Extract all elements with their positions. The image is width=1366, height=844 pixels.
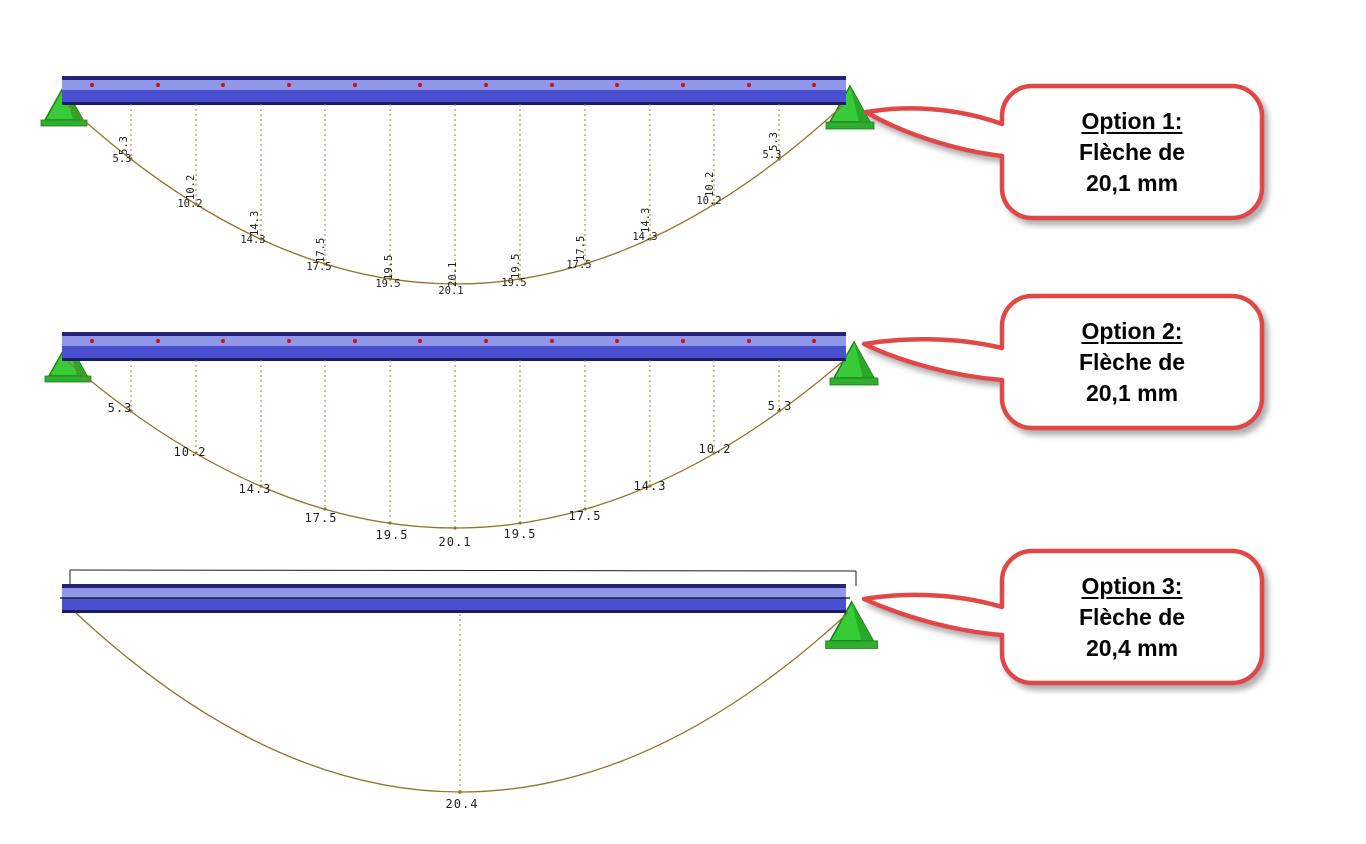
callout-value: 20,1 mm: [1085, 379, 1179, 406]
deflection-label: 17.5: [569, 509, 602, 523]
node-projection-lines: [130, 360, 780, 525]
callout-value: 20,1 mm: [1085, 169, 1179, 196]
beam: [62, 76, 846, 105]
deflection-label: 5.3: [113, 153, 132, 165]
callout-title: Option 3:: [1081, 572, 1183, 599]
node-projection-lines: [130, 104, 780, 281]
deflection-labels: 5.3 10.2 14.3 17.5 19.5 20.1 19.5 17.5 1…: [108, 399, 793, 549]
curve-node-markers: [129, 409, 781, 530]
curve-node-markers: [129, 157, 781, 286]
callout-value: 20,4 mm: [1085, 634, 1179, 661]
deflection-label: 20.4: [446, 797, 479, 811]
deflection-label: 5.3: [108, 401, 133, 415]
deflection-label: 10.2: [699, 442, 732, 456]
deflection-label: 5.3: [768, 399, 793, 413]
deflection-label: 14.3: [240, 234, 265, 246]
curve-node-marker: [458, 790, 462, 794]
deflection-label: 14.3: [632, 231, 657, 243]
deflection-label: 20.1: [438, 285, 463, 297]
beam: [62, 332, 846, 361]
callout-title: Option 1:: [1081, 107, 1183, 134]
deflection-label: 14.3: [239, 482, 272, 496]
deflection-label: 19.5: [504, 527, 537, 541]
deflection-label: 14.3: [634, 479, 667, 493]
deflection-label-rotated: 19.5: [383, 255, 395, 280]
deflection-label: 20.1: [439, 535, 472, 549]
callout-option-1: Option 1: Flèche de 20,1 mm: [1002, 86, 1262, 218]
deflection-label-rotated: 10.2: [185, 175, 197, 200]
callout-subtitle: Flèche de: [1078, 138, 1186, 165]
deflection-label: 17.5: [566, 259, 591, 271]
callout-bubble-option-3: [861, 548, 1265, 686]
diagram-option-2: 5.3 10.2 14.3 17.5 19.5 20.1 19.5 17.5 1…: [44, 332, 879, 549]
deflection-label-rotated: 14.3: [640, 208, 652, 233]
diagram-option-1: 5.3 10.2 14.3 17.5 19.5 20.1 19.5 17.5 1…: [40, 76, 875, 297]
deflection-label-rotated: 14.3: [249, 211, 261, 236]
deflection-label: 19.5: [375, 278, 400, 290]
callout-option-3: Option 3: Flèche de 20,4 mm: [1002, 551, 1262, 683]
deflection-label: 17.5: [305, 511, 338, 525]
deflection-label-rotated: 20.1: [447, 262, 459, 287]
deflection-label-rotated: 10.2: [704, 172, 716, 197]
deflection-label-rotated: 5.3: [768, 132, 780, 151]
deflection-curve: [75, 612, 849, 793]
deflection-label-rotated: 19.5: [510, 254, 522, 279]
callout-subtitle: Flèche de: [1078, 603, 1186, 630]
deflection-label: 5.3: [763, 149, 782, 161]
deflection-label-rotated: 17.5: [575, 236, 587, 261]
deflection-labels-rotated: 5.3 10.2 14.3 17.5 19.5 20.1 19.5 17.5 1…: [118, 132, 780, 287]
callout-option-2: Option 2: Flèche de 20,1 mm: [1002, 296, 1262, 428]
callout-title: Option 2:: [1081, 317, 1183, 344]
deflection-label: 17.5: [306, 261, 331, 273]
deflection-label-rotated: 5.3: [118, 136, 130, 155]
callout-subtitle: Flèche de: [1078, 348, 1186, 375]
deflection-label: 10.2: [174, 445, 207, 459]
deflection-label: 10.2: [177, 198, 202, 210]
deflection-label-rotated: 17.5: [315, 238, 327, 263]
deflection-label: 10.2: [696, 195, 721, 207]
callout-bubble-option-1: [863, 83, 1265, 221]
diagram-option-3: 20.4: [60, 569, 879, 811]
callout-bubble-option-2: [861, 293, 1265, 431]
deflection-label: 19.5: [376, 528, 409, 542]
deflection-labels: 5.3 10.2 14.3 17.5 19.5 20.1 19.5 17.5 1…: [113, 149, 782, 297]
deflection-label: 19.5: [501, 277, 526, 289]
